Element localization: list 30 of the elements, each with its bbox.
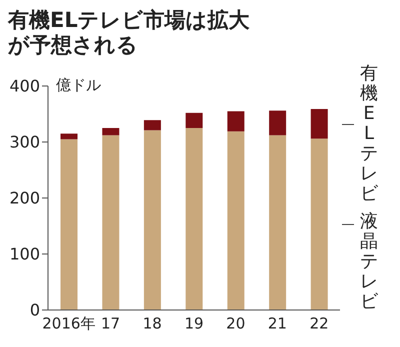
- series-label: 有機ELテレビ: [359, 63, 379, 204]
- x-tick-label: 21: [268, 314, 287, 333]
- bar: [186, 128, 203, 310]
- bar: [310, 108, 328, 139]
- bar: [227, 131, 244, 310]
- y-tick-label: 200: [9, 188, 40, 208]
- bar: [227, 111, 244, 132]
- bar: [102, 128, 120, 136]
- bar: [269, 135, 286, 310]
- bar: [144, 130, 161, 310]
- chart-title: 有機ELテレビ市場は拡大が予想される: [8, 8, 251, 59]
- bar: [144, 120, 161, 130]
- bar: [102, 135, 120, 310]
- x-tick-label: 22: [310, 314, 329, 333]
- bar: [60, 134, 78, 140]
- y-tick-label: 400: [9, 76, 40, 96]
- bar: [310, 138, 328, 310]
- series-label: 液晶テレビ: [359, 211, 379, 312]
- y-tick-label: 100: [9, 244, 40, 264]
- bar: [60, 139, 78, 310]
- x-tick-label: 18: [142, 314, 162, 333]
- x-tick-label: 19: [184, 314, 204, 333]
- x-tick-label: 20: [226, 314, 246, 333]
- y-tick-label: 300: [9, 132, 40, 152]
- x-tick-label: 2016年: [42, 314, 96, 333]
- bar: [186, 112, 203, 128]
- y-tick-label: 0: [30, 300, 40, 320]
- y-axis-title: 億ドル: [56, 76, 101, 95]
- x-tick-label: 17: [101, 314, 120, 333]
- bar: [269, 110, 286, 136]
